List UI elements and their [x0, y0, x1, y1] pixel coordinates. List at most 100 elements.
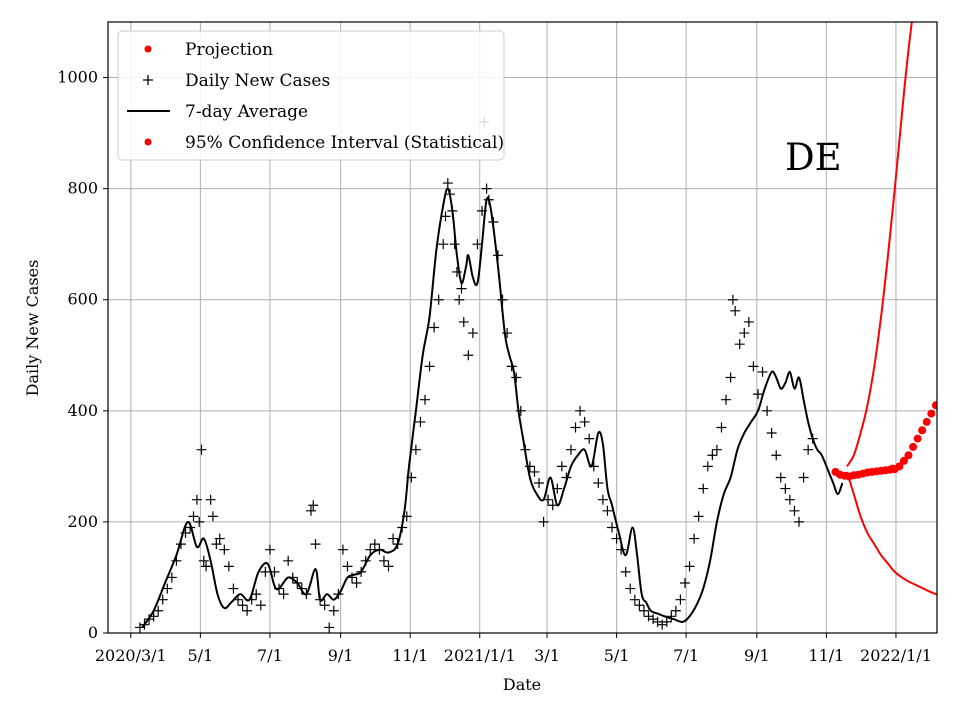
daily-case-point [365, 544, 376, 555]
daily-case-point [543, 494, 554, 505]
y-tick-label: 1000 [57, 68, 98, 87]
y-tick-label: 400 [67, 401, 98, 420]
daily-case-point [602, 505, 613, 516]
projection-point [936, 394, 937, 400]
daily-case-point [670, 605, 681, 616]
x-tick-label: 9/1 [744, 646, 770, 665]
daily-case-point [388, 533, 399, 544]
daily-case-point [721, 394, 732, 405]
daily-case-point [310, 539, 321, 550]
x-axis-title: Date [503, 675, 541, 694]
daily-case-point [201, 561, 212, 572]
x-tick-label: 7/1 [673, 646, 699, 665]
daily-case-point [607, 522, 618, 533]
daily-case-point [725, 372, 736, 383]
projection-point [948, 362, 956, 370]
daily-case-point [463, 350, 474, 361]
y-axis-title: Daily New Cases [23, 260, 42, 397]
daily-case-point [251, 589, 262, 600]
projection-point [909, 442, 918, 451]
legend-entry-projection: Projection [144, 40, 273, 60]
daily-case-point [219, 544, 230, 555]
daily-case-point [794, 516, 805, 527]
daily-case-point [205, 494, 216, 505]
projection-point [904, 451, 913, 460]
daily-case-point [223, 561, 234, 572]
daily-case-point [529, 466, 540, 477]
data-layer [134, 22, 956, 633]
series-95-confidence-interval-statistical-lower [845, 471, 937, 596]
daily-case-point [278, 589, 289, 600]
daily-case-point [211, 539, 222, 550]
daily-case-point [743, 316, 754, 327]
legend-marker [144, 138, 152, 146]
series-projection [831, 362, 956, 481]
daily-case-point [775, 472, 786, 483]
projection-point [931, 401, 937, 410]
series-daily-new-cases [134, 116, 818, 633]
daily-case-point [757, 366, 768, 377]
y-tick-label: 600 [67, 290, 98, 309]
daily-case-point [798, 472, 809, 483]
daily-case-point [570, 422, 581, 433]
daily-case-point [378, 555, 389, 566]
x-tick-label: 2021/1/1 [444, 646, 516, 665]
daily-case-point [134, 622, 145, 633]
daily-case-point [451, 266, 462, 277]
daily-case-point [337, 544, 348, 555]
legend-label: 7-day Average [185, 102, 308, 122]
region-label: DE [785, 136, 842, 179]
daily-case-point [629, 594, 640, 605]
daily-case-point [308, 500, 319, 511]
daily-case-point [319, 600, 330, 611]
legend: Projection Daily New Cases 7-day Average 95… [117, 30, 505, 161]
daily-case-point [707, 450, 718, 461]
daily-case-point [438, 239, 449, 250]
daily-case-point [689, 533, 700, 544]
daily-case-point [734, 339, 745, 350]
daily-case-point [515, 405, 526, 416]
daily-case-point [481, 183, 492, 194]
x-tick-label: 11/1 [392, 646, 428, 665]
daily-case-point [188, 511, 199, 522]
daily-case-point [228, 583, 239, 594]
x-tick-label: 7/1 [257, 646, 283, 665]
x-tick-label: 5/1 [187, 646, 213, 665]
daily-case-point [442, 178, 453, 189]
daily-case-point [255, 600, 266, 611]
daily-case-point [458, 316, 469, 327]
daily-case-point [342, 561, 353, 572]
daily-case-point [324, 622, 335, 633]
daily-case-point [620, 566, 631, 577]
daily-case-point [472, 239, 483, 250]
daily-case-point [305, 505, 316, 516]
daily-case-point [780, 483, 791, 494]
projection-point [927, 409, 936, 418]
daily-case-point [679, 578, 690, 589]
daily-case-point [214, 533, 225, 544]
daily-case-point [328, 605, 339, 616]
daily-case-point [538, 516, 549, 527]
legend-label: Daily New Cases [185, 71, 330, 91]
y-tick-label: 800 [67, 179, 98, 198]
daily-case-point [424, 361, 435, 372]
daily-case-point [162, 583, 173, 594]
daily-case-point [237, 600, 248, 611]
daily-case-point [803, 444, 814, 455]
daily-case-point [597, 494, 608, 505]
projection-point [895, 462, 904, 471]
daily-case-point [534, 478, 545, 489]
x-tick-label: 3/1 [534, 646, 560, 665]
daily-case-point [191, 494, 202, 505]
y-tick-label: 200 [67, 512, 98, 531]
daily-case-point [264, 544, 275, 555]
daily-case-point [748, 361, 759, 372]
ticks: 2020/3/1 5/1 7/1 9/1 11/1 2021/1/1 3/1 5/1 7/1 9/… [57, 68, 932, 665]
legend-entry-7-day-average: 7-day Average [127, 102, 308, 122]
daily-case-point [661, 616, 672, 627]
legend-label: 95% Confidence Interval (Statistical) [185, 133, 504, 153]
daily-case-point [502, 328, 513, 339]
daily-case-point [511, 372, 522, 383]
daily-case-point [260, 566, 271, 577]
